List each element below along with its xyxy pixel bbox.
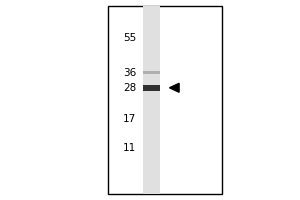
Text: 17: 17 — [123, 114, 136, 124]
Text: 28: 28 — [123, 83, 136, 93]
Text: 36: 36 — [123, 68, 136, 78]
Bar — [108, 6, 222, 194]
Bar — [143, 71, 160, 74]
Bar — [143, 6, 160, 194]
Bar — [143, 85, 160, 91]
Text: 11: 11 — [123, 143, 136, 153]
Text: 55: 55 — [123, 33, 136, 43]
Polygon shape — [169, 83, 179, 92]
